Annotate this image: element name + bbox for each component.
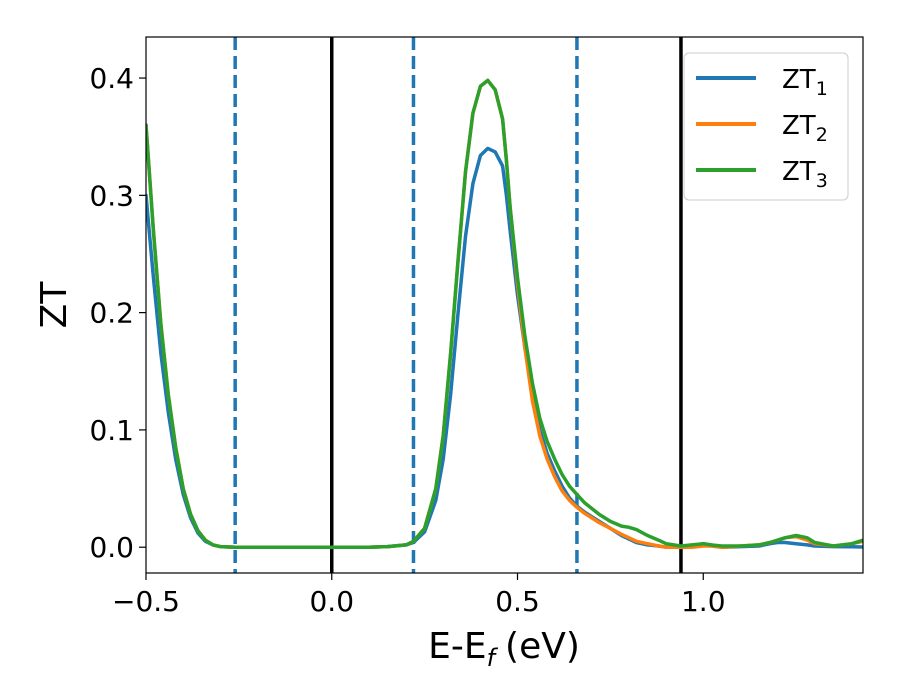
legend-label-zt2-sub: 2 (816, 124, 828, 146)
reference-lines (233, 37, 683, 573)
legend-label-zt2-main: ZT (782, 111, 816, 141)
legend-box (683, 52, 849, 201)
y-tick-label: 0.0 (89, 531, 134, 564)
x-tick-label: 1.0 (681, 585, 726, 618)
series-line-zt1 (146, 146, 863, 549)
legend-label-zt1: ZT1 (782, 65, 828, 100)
y-tick-label: 0.1 (89, 414, 134, 447)
legend: ZT1 ZT2 ZT3 (683, 52, 849, 201)
y-axis-label: ZT (34, 281, 75, 329)
y-tick-label: 0.2 (89, 297, 134, 330)
legend-label-zt3: ZT3 (782, 157, 828, 192)
x-tick-label: 0.5 (495, 585, 540, 618)
y-axis: 0.0 0.1 0.2 0.3 0.4 (89, 62, 146, 564)
series-line-zt3 (146, 78, 863, 549)
x-axis: −0.5 0.0 0.5 1.0 (112, 573, 726, 618)
legend-label-zt1-main: ZT (782, 65, 816, 95)
x-tick-label: 0.0 (309, 585, 354, 618)
y-tick-label: 0.3 (89, 179, 134, 212)
series-layer (146, 78, 863, 549)
x-tick-label: −0.5 (112, 585, 180, 618)
legend-label-zt2: ZT2 (782, 111, 828, 146)
x-axis-label: E-Ef (eV) (428, 626, 580, 672)
y-tick-label: 0.4 (89, 62, 134, 95)
legend-label-zt1-sub: 1 (816, 78, 828, 100)
plot-frame (145, 36, 864, 574)
legend-label-zt3-main: ZT (782, 157, 816, 187)
x-axis-label-unit: (eV) (505, 626, 580, 667)
legend-label-zt3-sub: 3 (816, 170, 828, 192)
x-axis-label-main: E-E (428, 626, 486, 667)
x-axis-label-subscript: f (487, 644, 499, 672)
